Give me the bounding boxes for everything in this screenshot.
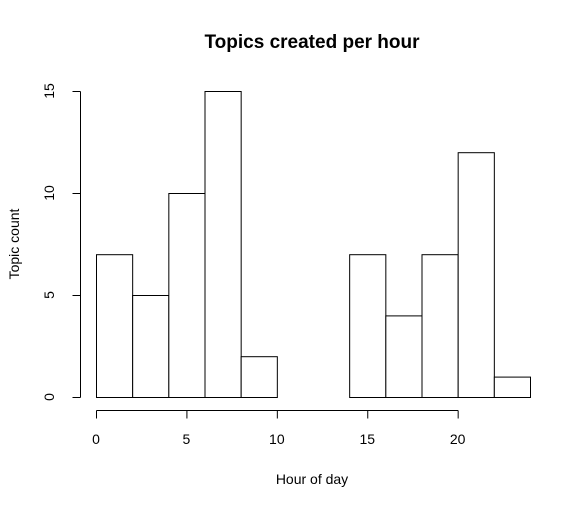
y-tick-label: 10	[41, 185, 57, 201]
histogram-bar	[349, 254, 387, 398]
histogram-bar	[204, 91, 242, 398]
x-tick-label: 15	[359, 431, 375, 447]
histogram-bar	[168, 193, 206, 398]
x-tick-label: 5	[183, 431, 191, 447]
x-tick-label: 0	[92, 431, 100, 447]
histogram-bar	[240, 356, 278, 399]
y-tick-label: 5	[41, 291, 57, 299]
x-axis-label: Hour of day	[276, 471, 348, 487]
y-tick-label: 0	[41, 393, 57, 401]
histogram-bar	[493, 376, 532, 399]
x-tick-label: 10	[269, 431, 285, 447]
chart-title: Topics created per hour	[204, 32, 420, 53]
histogram-bar	[385, 315, 423, 398]
x-tick-label: 20	[450, 431, 466, 447]
y-tick-label: 15	[41, 83, 57, 99]
y-axis-label: Topic count	[6, 208, 22, 279]
histogram-bar	[421, 254, 459, 398]
bars-group	[96, 91, 532, 399]
x-axis: 0 5 10 15 20	[92, 410, 466, 447]
histogram-bar	[96, 254, 134, 398]
y-axis: 0 5 10 15	[41, 83, 81, 401]
histogram-bar	[132, 295, 170, 398]
histogram-bar	[457, 152, 495, 398]
